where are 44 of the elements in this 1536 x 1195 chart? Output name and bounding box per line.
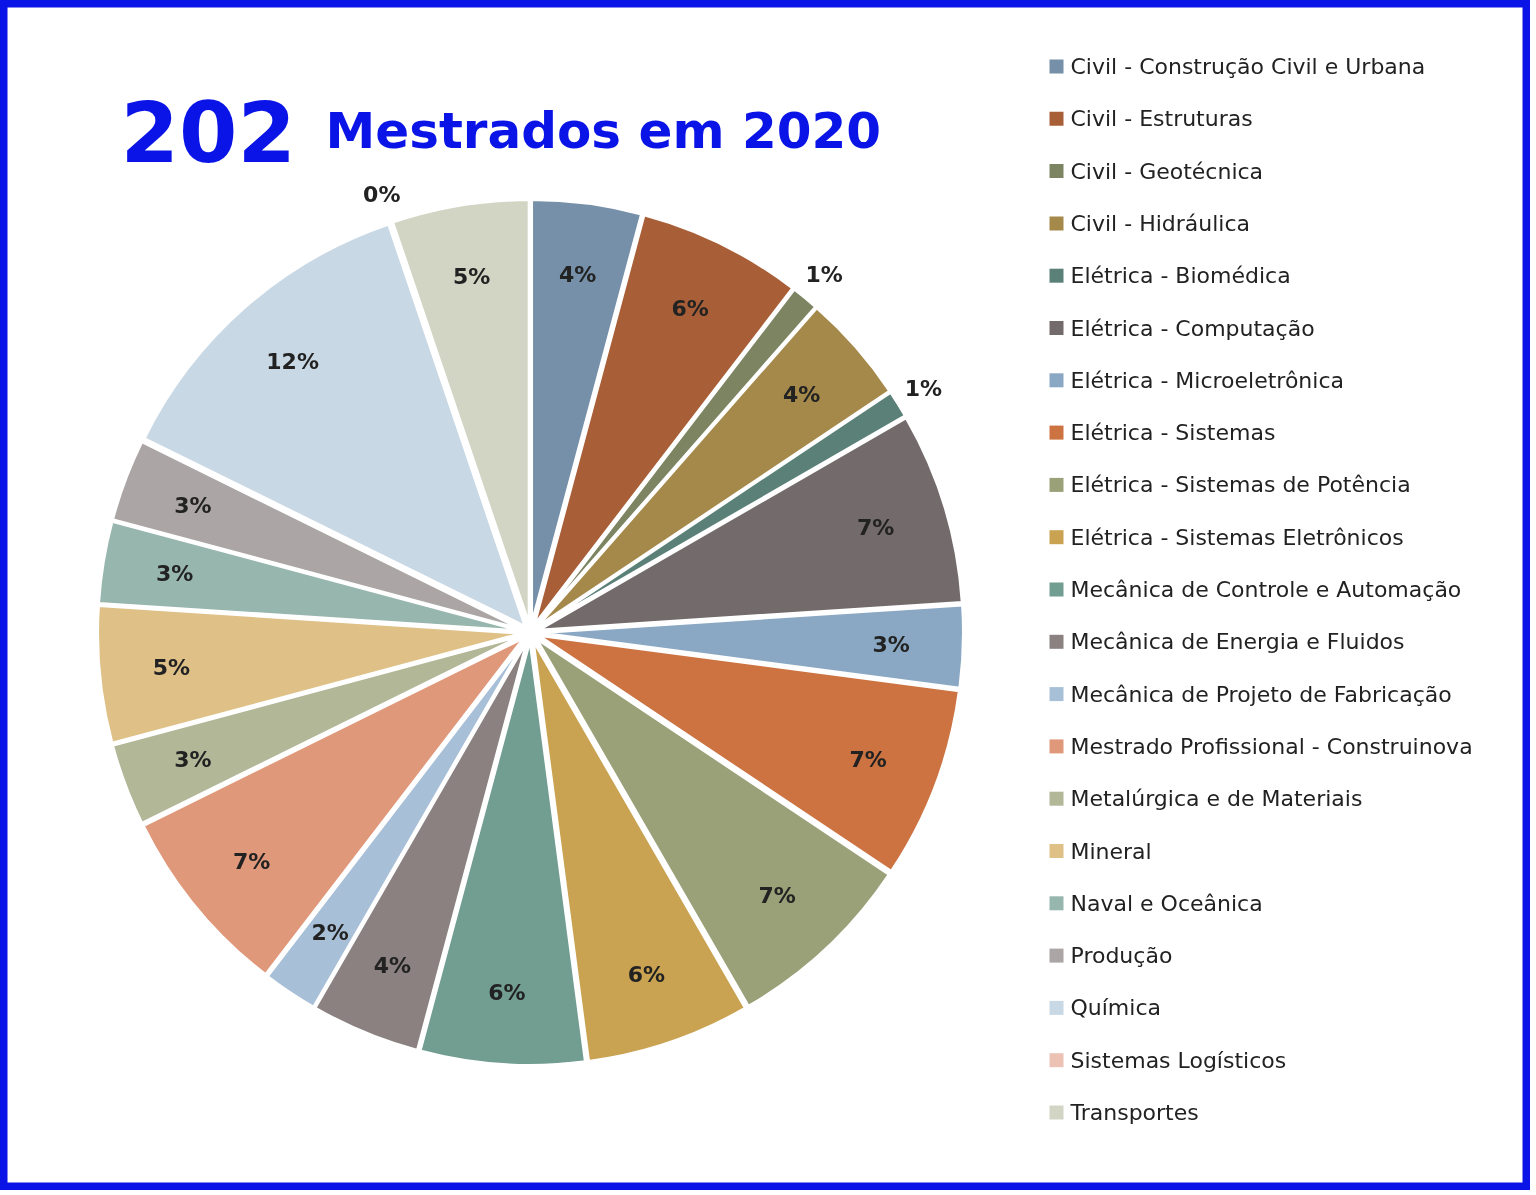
legend-label: Produção xyxy=(1070,943,1173,969)
data-label: 6% xyxy=(488,979,526,1005)
data-label: 12% xyxy=(266,348,319,374)
legend-label: Elétrica - Sistemas xyxy=(1070,420,1276,446)
data-label: 3% xyxy=(174,747,212,773)
legend-label: Metalúrgica e de Materiais xyxy=(1070,786,1363,812)
legend-label: Elétrica - Computação xyxy=(1070,315,1315,341)
legend-label: Química xyxy=(1070,995,1161,1021)
legend-label: Civil - Construção Civil e Urbana xyxy=(1070,54,1426,79)
data-label: 3% xyxy=(174,492,212,518)
legend-label: Civil - Hidráulica xyxy=(1070,210,1251,236)
legend-label: Civil - Estruturas xyxy=(1070,106,1253,132)
legend-label: Mecânica de Controle e Automação xyxy=(1070,577,1462,602)
data-label: 5% xyxy=(453,264,491,290)
legend-label: Civil - Geotécnica xyxy=(1070,158,1264,184)
legend-label: Mecânica de Energia e Fluidos xyxy=(1070,629,1405,655)
data-label: 2% xyxy=(311,919,349,945)
data-label: 6% xyxy=(671,296,709,322)
data-label: 7% xyxy=(849,747,887,773)
chart-title: 202 xyxy=(120,83,296,182)
legend-label: Transportes xyxy=(1069,1100,1199,1125)
legend-label: Mineral xyxy=(1070,838,1152,864)
data-label: 4% xyxy=(373,953,412,979)
legend-label: Elétrica - Biomédica xyxy=(1070,263,1291,289)
legend-label: Elétrica - Microeletrônica xyxy=(1070,367,1345,393)
legend-label: Sistemas Logísticos xyxy=(1070,1047,1287,1073)
data-label: 3% xyxy=(872,631,910,657)
legend-label: Mecânica de Projeto de Fabricação xyxy=(1070,681,1452,707)
legend-label: Mestrado Profissional - Construinova xyxy=(1070,733,1473,759)
data-label: 3% xyxy=(155,561,194,587)
data-label: 6% xyxy=(627,961,666,987)
legend-label: Elétrica - Sistemas Eletrônicos xyxy=(1070,524,1404,550)
data-label: 1% xyxy=(904,375,943,401)
text: 0% xyxy=(363,181,401,207)
data-label: 5% xyxy=(152,655,191,681)
data-label: 7% xyxy=(232,848,271,874)
data-label: 4% xyxy=(783,382,821,408)
data-label: 4% xyxy=(558,262,597,288)
legend-label: Naval e Oceânica xyxy=(1070,890,1263,916)
data-label: 7% xyxy=(758,883,796,909)
data-label: 1% xyxy=(805,262,843,288)
data-label: 7% xyxy=(857,515,895,541)
text: Mestrados em 2020 xyxy=(325,101,882,160)
legend-label: Elétrica - Sistemas de Potência xyxy=(1070,472,1411,498)
